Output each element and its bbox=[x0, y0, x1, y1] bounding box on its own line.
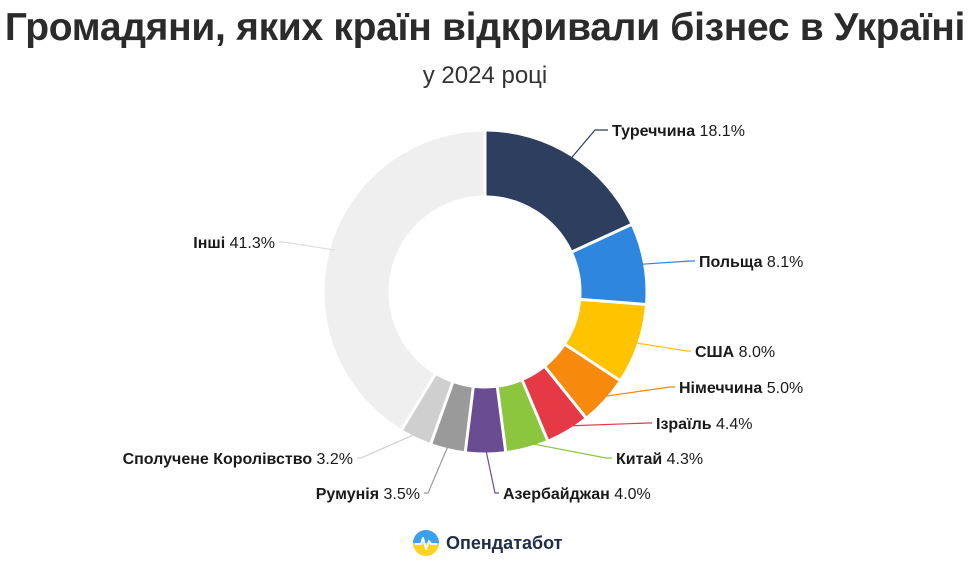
slice-label-name: Інші bbox=[193, 235, 229, 252]
leader-line-7 bbox=[484, 447, 499, 494]
slice-label-9: Сполучене Королівство 3.2% bbox=[123, 451, 353, 468]
leader-line-3 bbox=[632, 341, 691, 352]
slice-label-name: Польща bbox=[699, 254, 767, 271]
slice-label-name: Азербайджан bbox=[503, 486, 614, 503]
slice-8 bbox=[432, 383, 472, 452]
slice-label-name: Ізраїль bbox=[656, 416, 716, 433]
slice-label-value: 4.4% bbox=[716, 416, 752, 433]
leader-line-6 bbox=[525, 441, 612, 459]
slice-label-name: США bbox=[695, 344, 739, 361]
slice-label-6: Китай 4.3% bbox=[616, 451, 703, 468]
slice-label-value: 4.0% bbox=[614, 486, 650, 503]
slice-label-value: 3.5% bbox=[384, 486, 420, 503]
slice-label-value: 8.0% bbox=[739, 344, 775, 361]
leader-line-1 bbox=[568, 129, 608, 161]
slice-2 bbox=[573, 226, 646, 303]
slice-label-7: Азербайджан 4.0% bbox=[503, 486, 651, 503]
brand: Опендатабот bbox=[412, 528, 563, 558]
slice-label-2: Польща 8.1% bbox=[699, 254, 803, 271]
leader-line-10 bbox=[279, 241, 335, 251]
slice-label-4: Німеччина 5.0% bbox=[679, 380, 803, 397]
leader-line-4 bbox=[600, 386, 675, 398]
slice-label-value: 8.1% bbox=[767, 254, 803, 271]
opendatabot-logo-icon bbox=[413, 530, 439, 556]
slice-label-name: Китай bbox=[616, 451, 667, 468]
slice-label-name: Німеччина bbox=[679, 380, 767, 397]
slice-label-value: 41.3% bbox=[230, 235, 275, 252]
chart-subtitle: у 2024 році bbox=[422, 62, 548, 89]
slice-7 bbox=[466, 387, 505, 453]
slice-label-value: 5.0% bbox=[767, 380, 803, 397]
leader-lines bbox=[279, 129, 695, 494]
slice-label-8: Румунія 3.5% bbox=[316, 486, 420, 503]
slice-label-5: Ізраїль 4.4% bbox=[656, 416, 752, 433]
slice-10 bbox=[324, 131, 484, 429]
leader-line-5 bbox=[564, 422, 652, 427]
slice-labels: Туреччина 18.1% Польща 8.1% США 8.0% Німечч… bbox=[123, 123, 804, 503]
slice-label-value: 4.3% bbox=[667, 451, 703, 468]
leader-line-9 bbox=[357, 432, 419, 459]
slice-label-10: Інші 41.3% bbox=[193, 235, 275, 252]
slice-label-name: Румунія bbox=[316, 486, 384, 503]
slice-1 bbox=[486, 131, 630, 251]
brand-name: Опендатабот bbox=[446, 532, 563, 553]
leader-line-2 bbox=[638, 260, 695, 266]
slice-label-1: Туреччина 18.1% bbox=[612, 123, 745, 140]
chart-title: Громадяни, яких країн відкривали бізнес … bbox=[4, 6, 966, 49]
slice-4 bbox=[546, 346, 619, 417]
leader-line-8 bbox=[424, 443, 450, 494]
slice-label-value: 3.2% bbox=[317, 451, 353, 468]
donut-slices bbox=[324, 131, 646, 453]
slice-label-name: Туреччина bbox=[612, 123, 700, 140]
slice-label-name: Сполучене Королівство bbox=[123, 451, 317, 468]
slice-9 bbox=[403, 375, 452, 443]
slice-label-3: США 8.0% bbox=[695, 344, 775, 361]
slice-label-value: 18.1% bbox=[700, 123, 745, 140]
slice-3 bbox=[566, 300, 645, 379]
